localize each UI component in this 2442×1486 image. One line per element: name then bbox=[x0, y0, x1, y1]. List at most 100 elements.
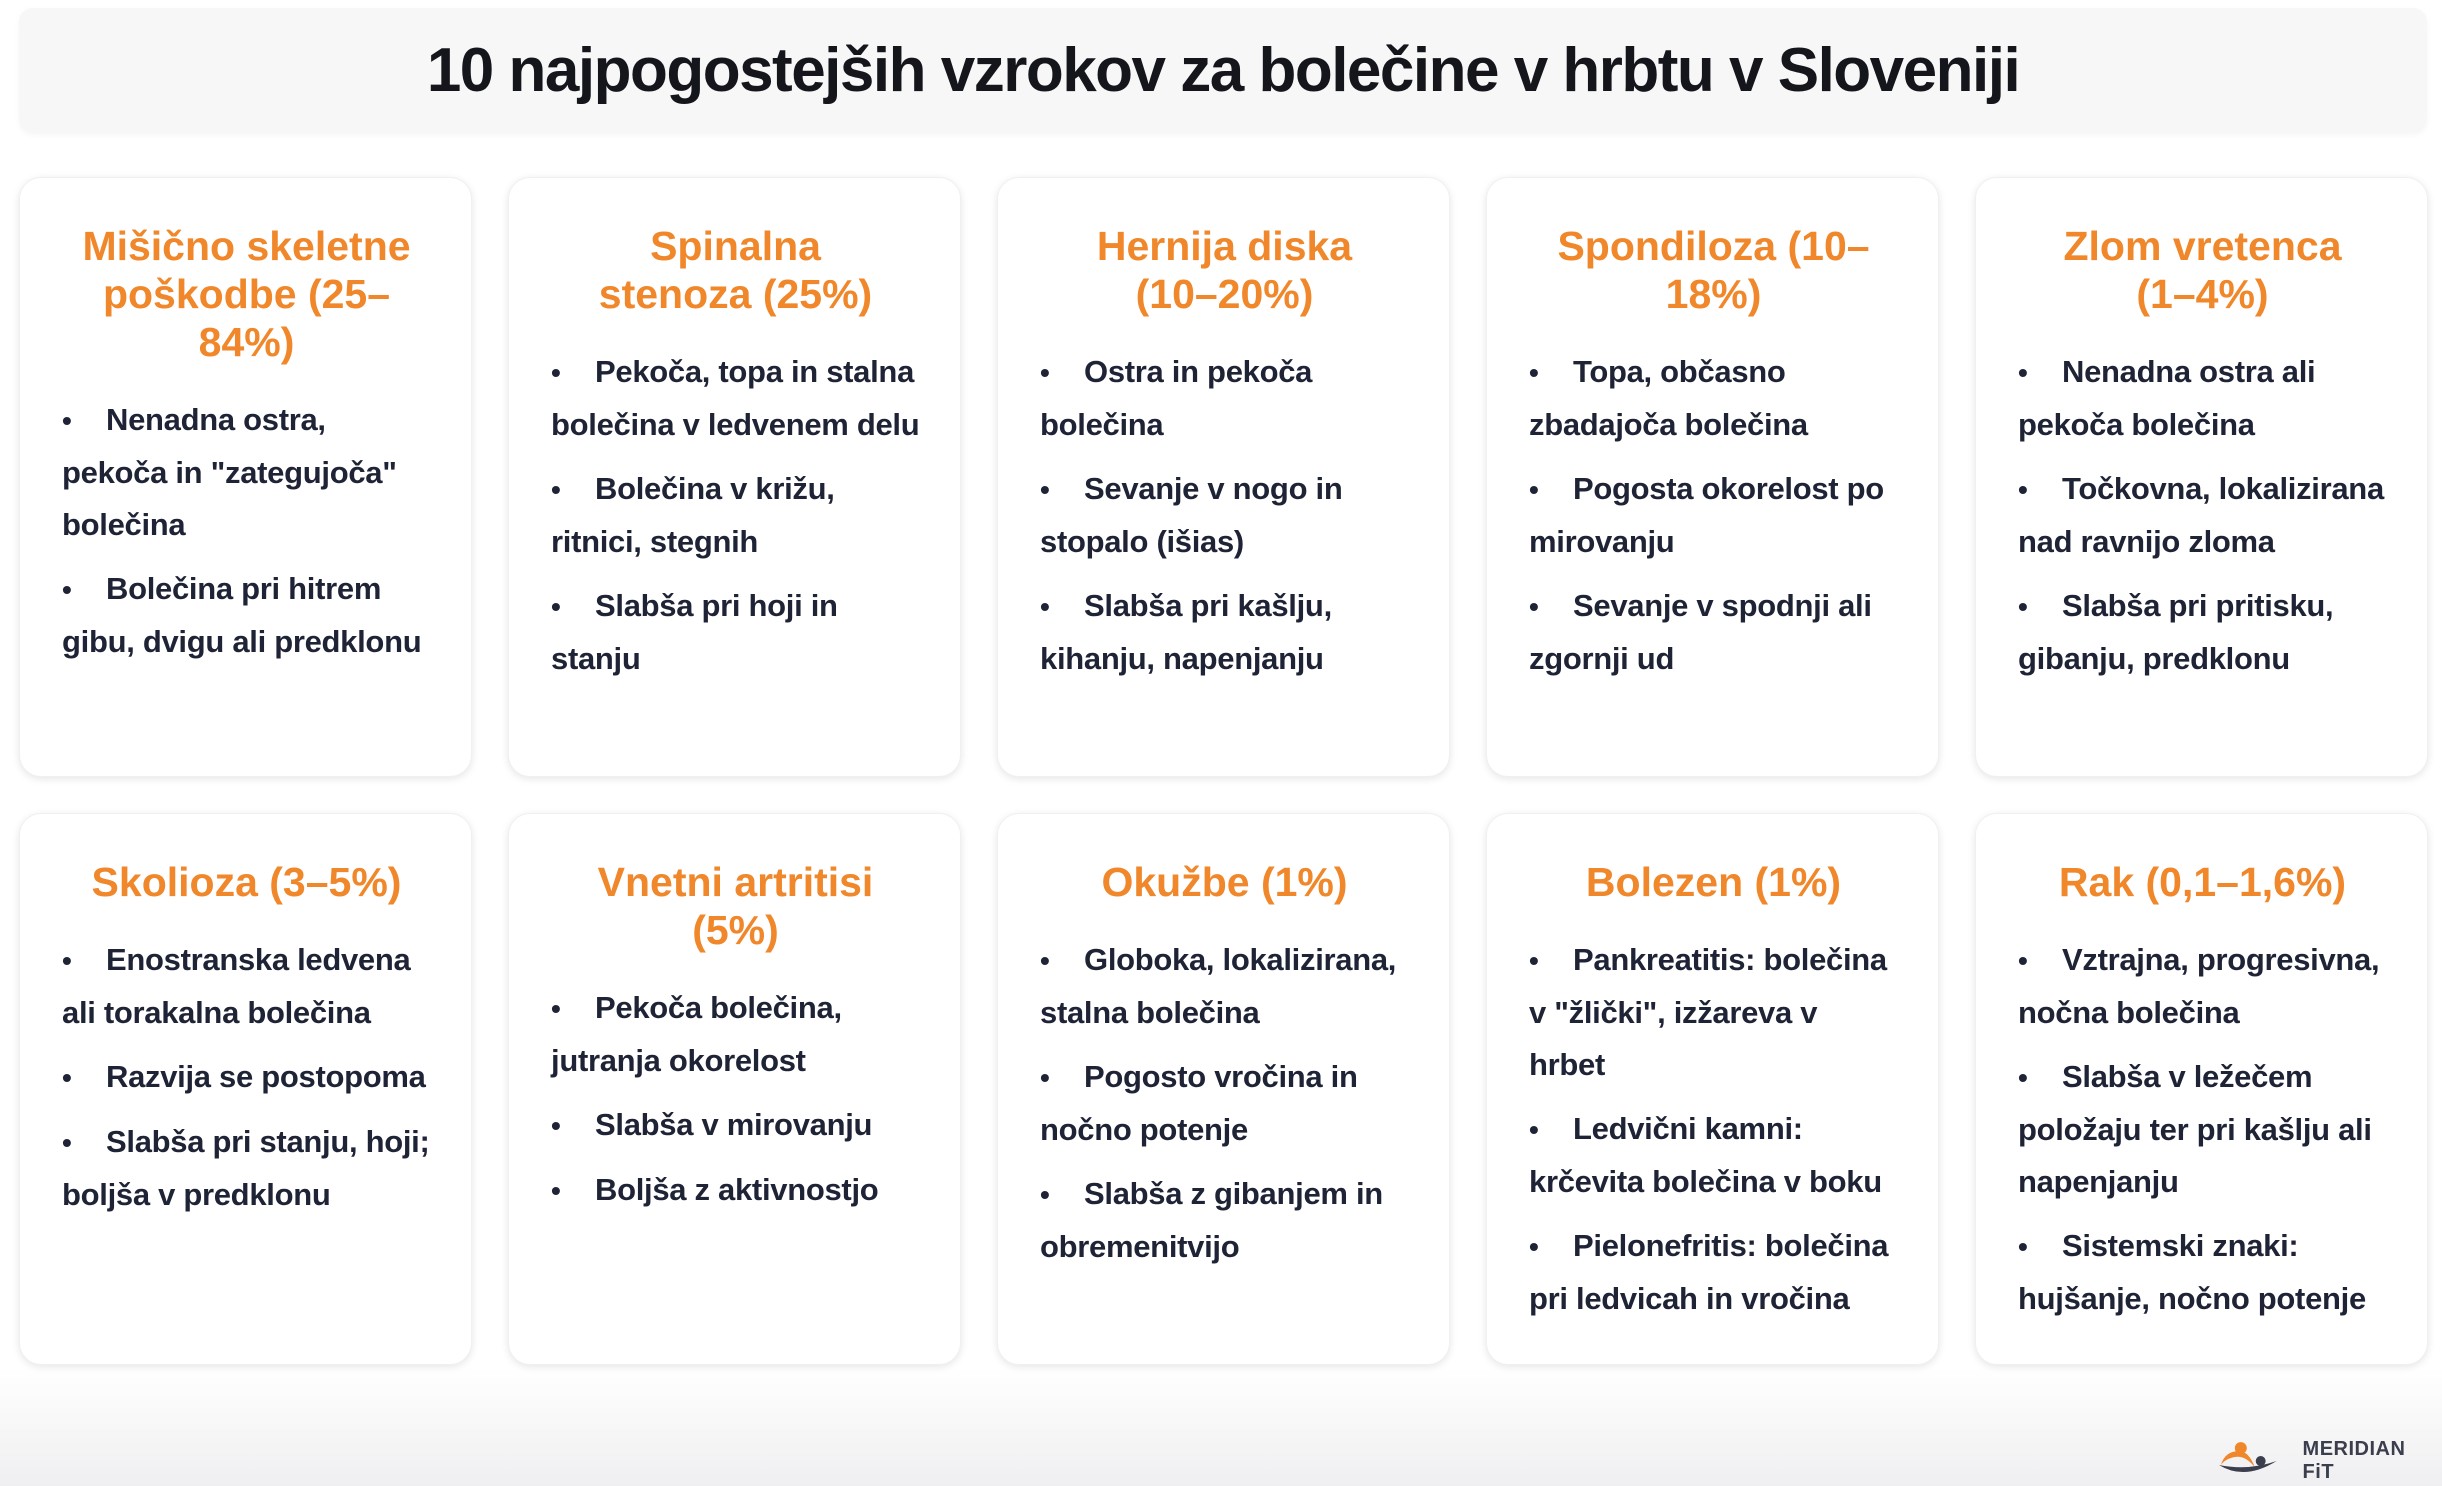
cause-title: Hernija diska (10–20%) bbox=[1096, 223, 1353, 317]
symptom-text: Sevanje v nogo in stopalo (išias) bbox=[1040, 471, 1343, 559]
symptom-list: • Vztrajna, progresivna, nočna bolečina • S… bbox=[2018, 934, 2387, 1325]
cause-card: Mišično skeletne poškodbe (25–84%) • Nenad… bbox=[19, 177, 472, 777]
symptom-text: Ledvični kamni: krčevita bolečina v boku bbox=[1529, 1111, 1882, 1199]
symptom-text: Sistemski znaki: hujšanje, nočno potenje bbox=[2018, 1228, 2366, 1316]
bullet-icon: • bbox=[551, 474, 561, 505]
symptom-list: • Ostra in pekoča bolečina • Sevanje v nogo… bbox=[1040, 346, 1409, 685]
symptom-text: Bolečina pri hitrem gibu, dvigu ali pred… bbox=[62, 571, 422, 659]
symptom-item: • Pekoča bolečina, jutranja okorelost bbox=[551, 982, 920, 1087]
cause-card: Spinalna stenoza (25%) • Pekoča, topa in s… bbox=[508, 177, 961, 777]
symptom-text: Nenadna ostra ali pekoča bolečina bbox=[2018, 354, 2316, 442]
title-banner: 10 najpogostejših vzrokov za bolečine v … bbox=[19, 8, 2427, 133]
symptom-text: Topa, občasno zbadajoča bolečina bbox=[1529, 354, 1808, 442]
symptom-item: • Sevanje v spodnji ali zgornji ud bbox=[1529, 580, 1898, 685]
symptom-text: Pogosta okorelost po mirovanju bbox=[1529, 471, 1884, 559]
symptom-item: • Točkovna, lokalizirana nad ravnijo zlom… bbox=[2018, 463, 2387, 568]
cause-title: Rak (0,1–1,6%) bbox=[2058, 859, 2347, 905]
symptom-text: Vztrajna, progresivna, nočna bolečina bbox=[2018, 942, 2380, 1030]
symptom-item: • Bolečina v križu, ritnici, stegnih bbox=[551, 463, 920, 568]
symptom-item: • Slabša pri pritisku, gibanju, predklonu bbox=[2018, 580, 2387, 685]
symptom-item: • Pankreatitis: bolečina v "žlički", izža… bbox=[1529, 934, 1898, 1091]
cause-card: Bolezen (1%) • Pankreatitis: bolečina v "ž… bbox=[1486, 813, 1939, 1365]
bullet-icon: • bbox=[62, 1062, 72, 1093]
symptom-text: Slabša v ležečem položaju ter pri kašlju… bbox=[2018, 1059, 2372, 1199]
bullet-icon: • bbox=[2018, 945, 2028, 976]
bullet-icon: • bbox=[2018, 474, 2028, 505]
symptom-list: • Enostranska ledvena ali torakalna boleč… bbox=[62, 934, 431, 1221]
cause-title: Vnetni artritisi (5%) bbox=[597, 859, 874, 953]
symptom-text: Pekoča, topa in stalna bolečina v ledven… bbox=[551, 354, 920, 442]
symptom-text: Ostra in pekoča bolečina bbox=[1040, 354, 1313, 442]
symptom-item: • Globoka, lokalizirana, stalna bolečina bbox=[1040, 934, 1409, 1039]
cause-title: Spinalna stenoza (25%) bbox=[598, 223, 873, 317]
bullet-icon: • bbox=[2018, 1062, 2028, 1093]
brand-logo: MERIDIAN FiT bbox=[2215, 1438, 2442, 1484]
bullet-icon: • bbox=[1529, 945, 1539, 976]
symptom-text: Enostranska ledvena ali torakalna boleči… bbox=[62, 942, 411, 1030]
cause-card: Skolioza (3–5%) • Enostranska ledvena ali … bbox=[19, 813, 472, 1365]
symptom-list: • Topa, občasno zbadajoča bolečina • Pogost… bbox=[1529, 346, 1898, 685]
symptom-list: • Pekoča bolečina, jutranja okorelost • Sla… bbox=[551, 982, 920, 1217]
symptom-item: • Slabša v ležečem položaju ter pri kašlj… bbox=[2018, 1051, 2387, 1208]
symptom-item: • Pogosto vročina in nočno potenje bbox=[1040, 1051, 1409, 1156]
symptom-item: • Bolečina pri hitrem gibu, dvigu ali pre… bbox=[62, 563, 431, 668]
symptom-list: • Nenadna ostra ali pekoča bolečina • Točko… bbox=[2018, 346, 2387, 685]
bullet-icon: • bbox=[1529, 1114, 1539, 1145]
bullet-icon: • bbox=[1040, 1179, 1050, 1210]
cause-card: Spondiloza (10–18%) • Topa, občasno zbadaj… bbox=[1486, 177, 1939, 777]
meridian-fit-logo-icon bbox=[2218, 1442, 2277, 1473]
symptom-text: Pogosto vročina in nočno potenje bbox=[1040, 1059, 1358, 1147]
causes-grid: Mišično skeletne poškodbe (25–84%) • Nenad… bbox=[19, 177, 2428, 1365]
cause-card: Okužbe (1%) • Globoka, lokalizirana, staln… bbox=[997, 813, 1450, 1365]
bullet-icon: • bbox=[551, 591, 561, 622]
bullet-icon: • bbox=[1040, 357, 1050, 388]
symptom-item: • Pogosta okorelost po mirovanju bbox=[1529, 463, 1898, 568]
symptom-list: • Nenadna ostra, pekoča in "zategujoča" b… bbox=[62, 394, 431, 668]
symptom-item: • Pekoča, topa in stalna bolečina v ledve… bbox=[551, 346, 920, 451]
cause-card: Zlom vretenca (1–4%) • Nenadna ostra ali p… bbox=[1975, 177, 2428, 777]
cause-title: Okužbe (1%) bbox=[1101, 859, 1348, 905]
symptom-text: Nenadna ostra, pekoča in "zategujoča" bo… bbox=[62, 402, 397, 542]
symptom-text: Globoka, lokalizirana, stalna bolečina bbox=[1040, 942, 1397, 1030]
bullet-icon: • bbox=[1040, 591, 1050, 622]
symptom-text: Pankreatitis: bolečina v "žlički", izžar… bbox=[1529, 942, 1887, 1082]
symptom-text: Bolečina v križu, ritnici, stegnih bbox=[551, 471, 835, 559]
cause-title: Bolezen (1%) bbox=[1585, 859, 1842, 905]
cause-card: Hernija diska (10–20%) • Ostra in pekoča b… bbox=[997, 177, 1450, 777]
symptom-item: • Ledvični kamni: krčevita bolečina v bok… bbox=[1529, 1103, 1898, 1208]
symptom-item: • Vztrajna, progresivna, nočna bolečina bbox=[2018, 934, 2387, 1039]
symptom-item: • Slabša z gibanjem in obremenitvijo bbox=[1040, 1168, 1409, 1273]
symptom-item: • Pielonefritis: bolečina pri ledvicah in… bbox=[1529, 1220, 1898, 1325]
bullet-icon: • bbox=[551, 357, 561, 388]
symptom-text: Slabša pri pritisku, gibanju, predklonu bbox=[2018, 588, 2334, 676]
symptom-text: Točkovna, lokalizirana nad ravnijo zloma bbox=[2018, 471, 2384, 559]
bullet-icon: • bbox=[1040, 474, 1050, 505]
cause-title: Skolioza (3–5%) bbox=[91, 859, 402, 905]
symptom-text: Slabša z gibanjem in obremenitvijo bbox=[1040, 1176, 1383, 1264]
bullet-icon: • bbox=[551, 1175, 561, 1206]
symptom-item: • Sistemski znaki: hujšanje, nočno potenj… bbox=[2018, 1220, 2387, 1325]
symptom-item: • Slabša v mirovanju bbox=[551, 1099, 920, 1152]
bullet-icon: • bbox=[1529, 591, 1539, 622]
bullet-icon: • bbox=[551, 1110, 561, 1141]
bullet-icon: • bbox=[62, 405, 72, 436]
symptom-item: • Enostranska ledvena ali torakalna boleč… bbox=[62, 934, 431, 1039]
symptom-text: Boljša z aktivnostjo bbox=[595, 1172, 879, 1207]
bullet-icon: • bbox=[2018, 591, 2028, 622]
bullet-icon: • bbox=[2018, 1231, 2028, 1262]
symptom-text: Slabša pri stanju, hoji; boljša v predkl… bbox=[62, 1124, 430, 1212]
symptom-item: • Slabša pri stanju, hoji; boljša v predk… bbox=[62, 1116, 431, 1221]
symptom-item: • Nenadna ostra ali pekoča bolečina bbox=[2018, 346, 2387, 451]
symptom-item: • Slabša pri hoji in stanju bbox=[551, 580, 920, 685]
symptom-text: Slabša pri kašlju, kihanju, napenjanju bbox=[1040, 588, 1332, 676]
symptom-item: • Boljša z aktivnostjo bbox=[551, 1164, 920, 1217]
brand-name: MERIDIAN FiT bbox=[2302, 1438, 2406, 1483]
bullet-icon: • bbox=[1529, 357, 1539, 388]
symptom-text: Slabša pri hoji in stanju bbox=[551, 588, 838, 676]
bullet-icon: • bbox=[1040, 945, 1050, 976]
bullet-icon: • bbox=[1040, 1062, 1050, 1093]
symptom-text: Razvija se postopoma bbox=[106, 1059, 426, 1094]
cause-title: Spondiloza (10–18%) bbox=[1557, 223, 1870, 317]
symptom-item: • Slabša pri kašlju, kihanju, napenjanju bbox=[1040, 580, 1409, 685]
cause-card: Rak (0,1–1,6%) • Vztrajna, progresivna, no… bbox=[1975, 813, 2428, 1365]
